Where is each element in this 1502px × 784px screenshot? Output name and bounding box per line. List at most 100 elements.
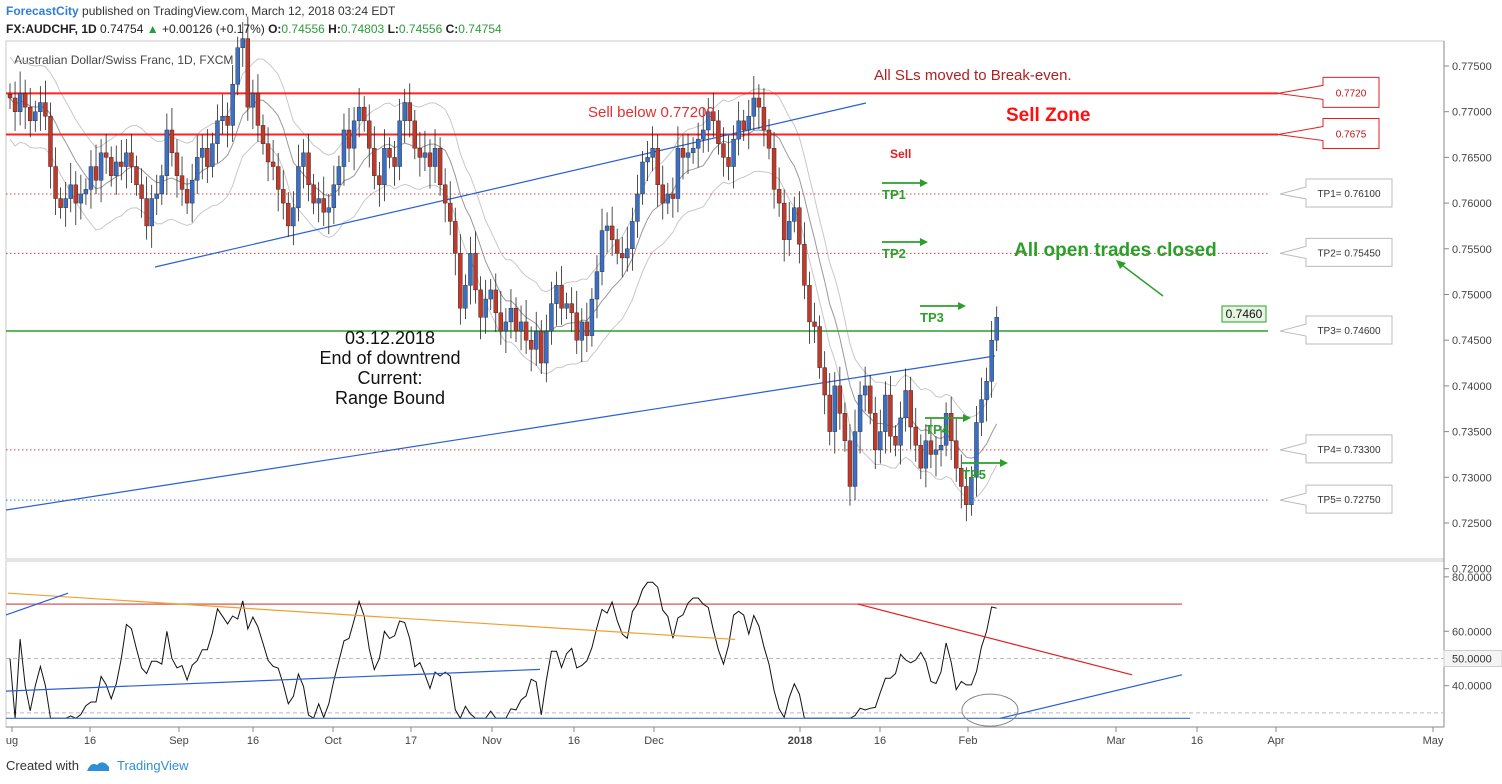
time-tick-label: Oct (324, 735, 341, 747)
candle-body (275, 166, 281, 190)
candle-body (321, 198, 326, 213)
brand-name[interactable]: ForecastCity (6, 4, 79, 18)
candles[interactable] (7, 16, 999, 522)
candle-body (12, 97, 18, 112)
candle-body (736, 120, 741, 140)
time-tick-label: 16 (568, 735, 580, 747)
candle-body (28, 106, 33, 122)
sell-below-note: Sell below 0.77200 (588, 104, 715, 121)
high-label: H: (328, 22, 341, 36)
callout-box-tp5 (1279, 484, 1393, 514)
ohlc-bar: FX:AUDCHF, 1D 0.74754 ▲ +0.00126 (+0.17%… (6, 22, 502, 36)
candle-body (690, 148, 696, 154)
candle-body (518, 321, 524, 332)
candle-body (989, 340, 994, 382)
price-tick-label: 0.74000 (1452, 381, 1492, 393)
note-line-2: End of downtrend (319, 348, 460, 368)
candle-body (534, 330, 539, 350)
time-tick-label: ug (6, 735, 18, 747)
price-tick-label: 0.76000 (1452, 198, 1492, 210)
candle-body (781, 202, 787, 240)
tp-label: TP2 (882, 246, 906, 261)
callout-label-tp5: TP5= 0.72750 (1317, 495, 1381, 506)
published-text: published on TradingView.com, March 12, … (82, 4, 396, 18)
candle-body (174, 152, 180, 176)
candle-body (341, 129, 347, 167)
rsi-pane[interactable] (5, 560, 1445, 728)
candle-body (640, 161, 645, 195)
candle-body (78, 193, 84, 204)
candle-body (326, 207, 331, 213)
time-tick-label: Dec (644, 735, 664, 747)
price-tick-label: 0.75500 (1452, 244, 1492, 256)
close-label: C: (445, 22, 459, 36)
tp-arrow-icon (963, 414, 971, 422)
candle-body (498, 312, 504, 332)
candle-body (463, 285, 468, 309)
tradingview-link[interactable]: TradingView (116, 758, 189, 773)
candle-body (928, 440, 934, 455)
candle-body (184, 189, 190, 204)
price-tick-label: 0.77000 (1452, 107, 1492, 119)
rsi-tick-label: 60.0000 (1452, 626, 1492, 638)
candle-body (589, 298, 595, 336)
change-value: +0.00126 (+0.17%) (161, 22, 265, 36)
candle-body (422, 152, 428, 158)
lower-trendline[interactable] (5, 355, 996, 511)
candle-body (17, 93, 23, 112)
candle-body (397, 120, 402, 167)
price-axis-ticks: 0.77500 0.77000 0.76500 0.76000 0.75500 0.750… (1444, 61, 1492, 576)
candle-body (564, 303, 569, 309)
candle-body (680, 148, 686, 158)
candle-body (903, 390, 908, 419)
candle-body (448, 202, 453, 222)
callout-label-tp4: TP4= 0.73300 (1317, 445, 1381, 456)
candle-body (483, 298, 488, 318)
candle-body (442, 184, 448, 204)
candle-body (685, 152, 691, 158)
candle-body (883, 394, 888, 432)
candle-body (842, 413, 848, 441)
candle-body (316, 198, 321, 204)
candle-body (857, 394, 863, 432)
callout-label-sell_zone_bottom: 0.7675 (1336, 130, 1367, 141)
candle-body (959, 467, 964, 487)
candle-body (746, 116, 751, 131)
note-line-4: Range Bound (335, 388, 445, 408)
tp-arrow-icon (920, 179, 928, 187)
note-line-1: 03.12.2018 (345, 328, 435, 348)
candle-body (873, 413, 878, 451)
candle-body (169, 129, 175, 154)
low-value: 0.74556 (398, 22, 443, 36)
tp-label: TP4 (925, 422, 950, 437)
tp-arrow-icon (1000, 459, 1008, 467)
candle-body (539, 330, 544, 364)
candle-body (255, 93, 261, 126)
candle-body (827, 394, 832, 432)
candle-body (43, 102, 48, 117)
price-tick-label: 0.73500 (1452, 427, 1492, 439)
candle-body (609, 225, 615, 240)
candle-body (807, 285, 812, 323)
candle-body (771, 148, 777, 190)
candle-body (154, 193, 159, 199)
upper-trendline[interactable] (154, 102, 867, 268)
candle-body (387, 148, 392, 158)
candle-body (706, 111, 711, 131)
level-callouts: 0.7720 0.7675 TP1= 0.76100 TP2= 0.75450 TP3=… (1277, 76, 1393, 514)
candle-body (124, 152, 129, 167)
candle-body (837, 385, 843, 414)
candle-body (979, 399, 984, 423)
price-tag: 0.7460 (1226, 307, 1263, 321)
candle-body (134, 166, 139, 186)
candle-body (756, 97, 762, 108)
tp-arrow-icon (958, 302, 966, 310)
candle-body (478, 289, 483, 318)
all-closed-arrow-line (1117, 261, 1164, 297)
price-tick-label: 0.75000 (1452, 290, 1492, 302)
candle-body (412, 120, 417, 149)
sell-zone-label: Sell Zone (1006, 105, 1090, 126)
candle-body (822, 367, 827, 396)
